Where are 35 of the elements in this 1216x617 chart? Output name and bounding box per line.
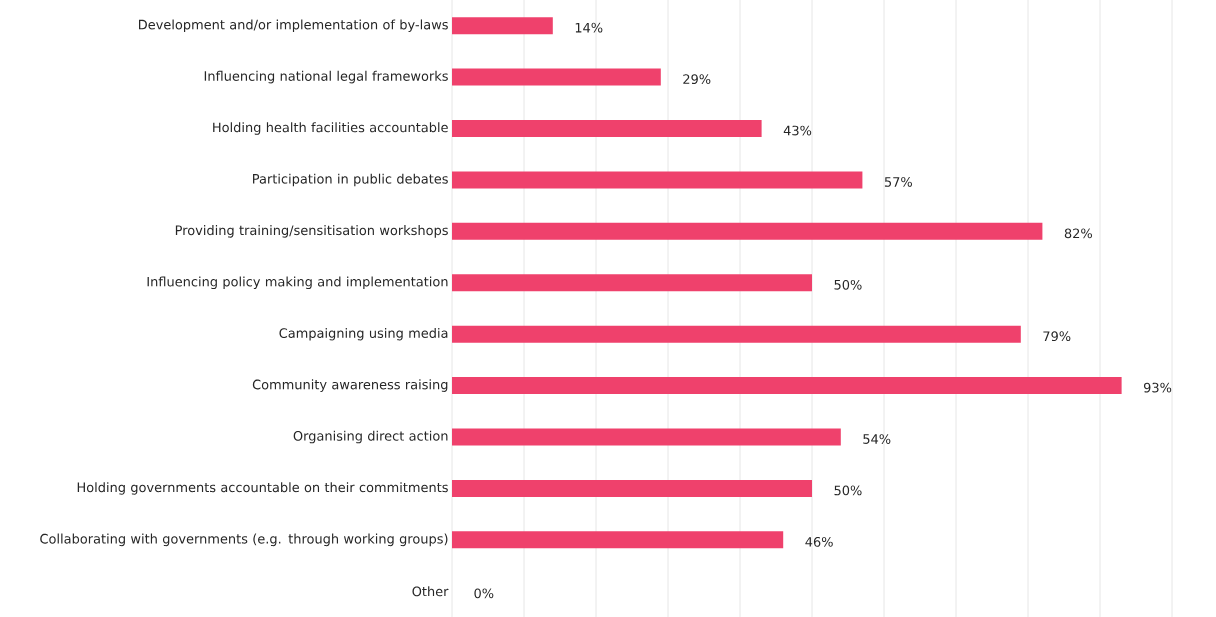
data-label: 0% — [474, 588, 494, 599]
data-label: 93% — [1143, 382, 1172, 393]
y-tick-label: Community awareness raising — [252, 379, 448, 392]
y-tick-label: Collaborating with governments (e.g. through working groups) — [40, 533, 448, 547]
data-label: 82% — [1064, 228, 1092, 239]
y-tick-label: Organising direct action — [293, 430, 448, 444]
data-label: 46% — [805, 536, 833, 547]
y-tick-label: Other — [412, 586, 449, 597]
y-tick-label: Providing training/sensitisation workshops — [175, 225, 448, 238]
data-label: 14% — [575, 22, 603, 33]
y-tick-label: Influencing national legal frameworks — [204, 70, 448, 84]
data-label: 57% — [884, 177, 912, 187]
bar — [452, 531, 784, 549]
bar — [452, 17, 553, 35]
y-tick-label: Participation in public debates — [253, 173, 448, 187]
data-label: 50% — [834, 279, 862, 290]
bar — [452, 274, 813, 292]
bar — [452, 171, 863, 189]
y-tick-label: Campaigning using media — [279, 327, 448, 341]
y-tick-label: Holding health facilities accountable — [213, 122, 448, 135]
data-label: 54% — [863, 434, 891, 444]
data-label: 29% — [683, 74, 711, 85]
bar — [452, 325, 1021, 343]
data-label: 50% — [834, 485, 862, 496]
bar — [452, 428, 841, 446]
bar — [452, 222, 1043, 240]
y-tick-label: Influencing policy making and implementation — [147, 276, 448, 290]
bar — [452, 377, 1122, 395]
bar — [452, 68, 661, 86]
data-label: 43% — [783, 125, 812, 136]
y-tick-label: Development and/or implementation of by-laws — [139, 19, 448, 32]
data-label: 79% — [1043, 331, 1071, 342]
bar — [452, 479, 813, 497]
y-tick-label: Holding governments accountable on their commitments — [77, 482, 448, 495]
bar — [452, 120, 762, 138]
